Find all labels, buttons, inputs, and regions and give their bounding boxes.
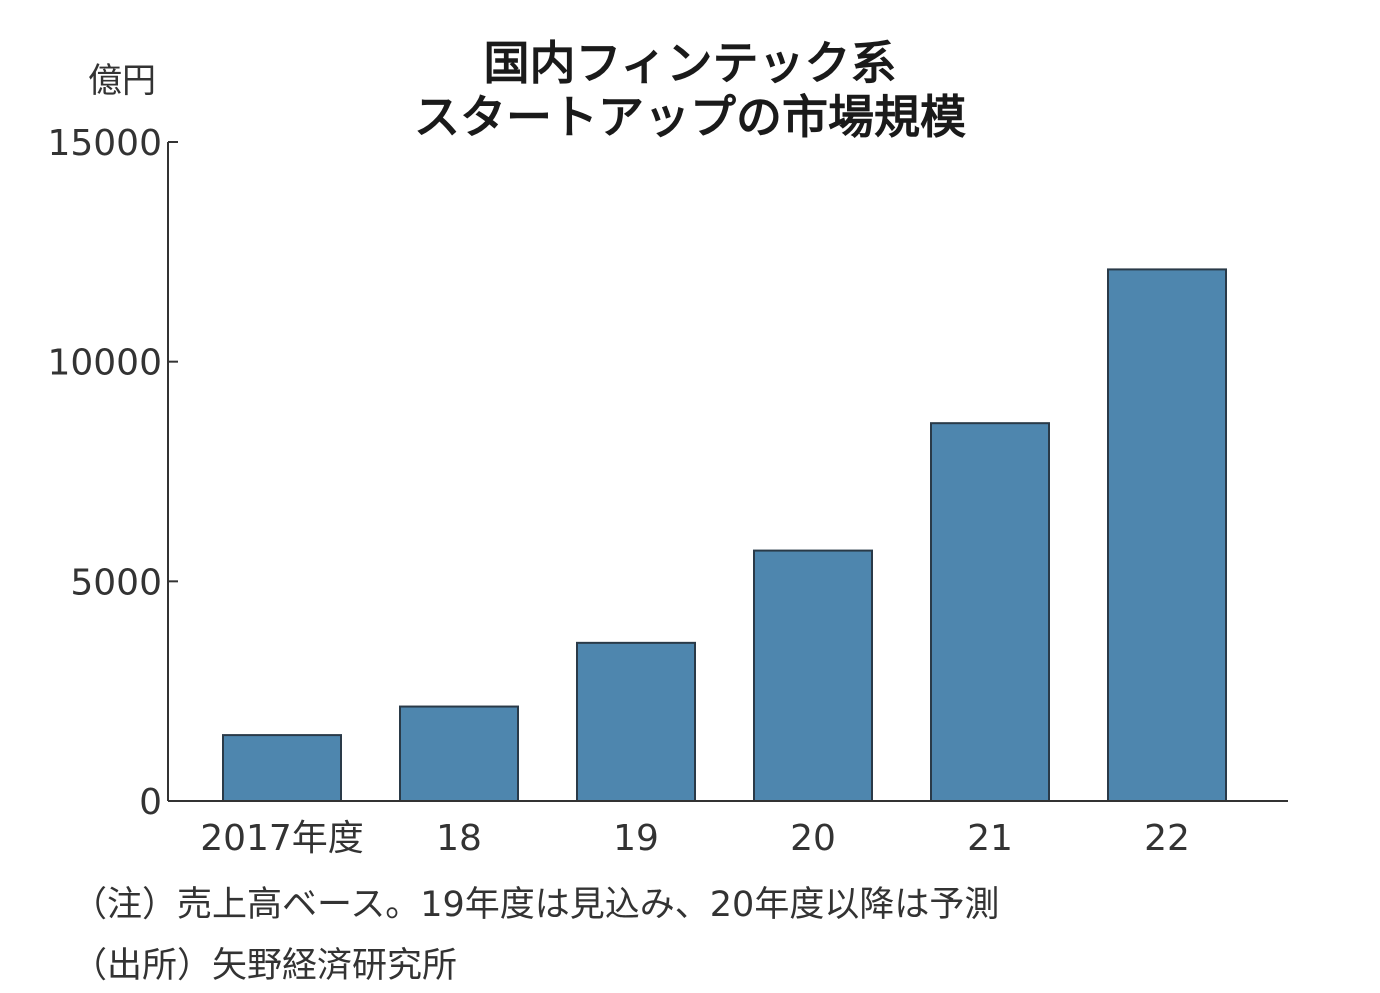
bar (399, 705, 519, 802)
plot-area: 0 5000 10000 15000 2017年度 18 19 20 21 22 (47, 123, 1288, 859)
x-tick-label: 20 (790, 818, 836, 859)
x-tick-label: 22 (1144, 818, 1190, 859)
y-tick-label: 0 (139, 782, 162, 823)
chart-title-line-2: スタートアップの市場規模 (414, 90, 966, 144)
y-tick-label: 15000 (47, 123, 162, 164)
bar-chart: 億円 0 5000 10000 15000 2017年度 18 19 20 21 22 (47, 61, 1288, 859)
x-tick-label: 18 (436, 818, 482, 859)
chart-title-line-1: 国内フィンテック系 (483, 36, 897, 90)
y-tick-label: 10000 (47, 343, 162, 384)
bar (753, 549, 873, 803)
x-tick-label: 19 (613, 818, 659, 859)
bar (930, 422, 1050, 802)
y-tick-label: 5000 (70, 562, 162, 603)
x-tick-label: 21 (967, 818, 1013, 859)
bar (576, 641, 696, 803)
footnote-note: （注）売上高ベース。19年度は見込み、20年度以降は予測 (72, 885, 1000, 925)
footnote-source: （出所）矢野経済研究所 (72, 946, 458, 986)
x-tick-label: 2017年度 (200, 818, 364, 859)
y-axis-unit-label: 億円 (88, 61, 156, 101)
bar (1107, 268, 1227, 802)
bar (222, 734, 342, 802)
chart-title: 国内フィンテック系 スタートアップの市場規模 (0, 36, 1380, 144)
